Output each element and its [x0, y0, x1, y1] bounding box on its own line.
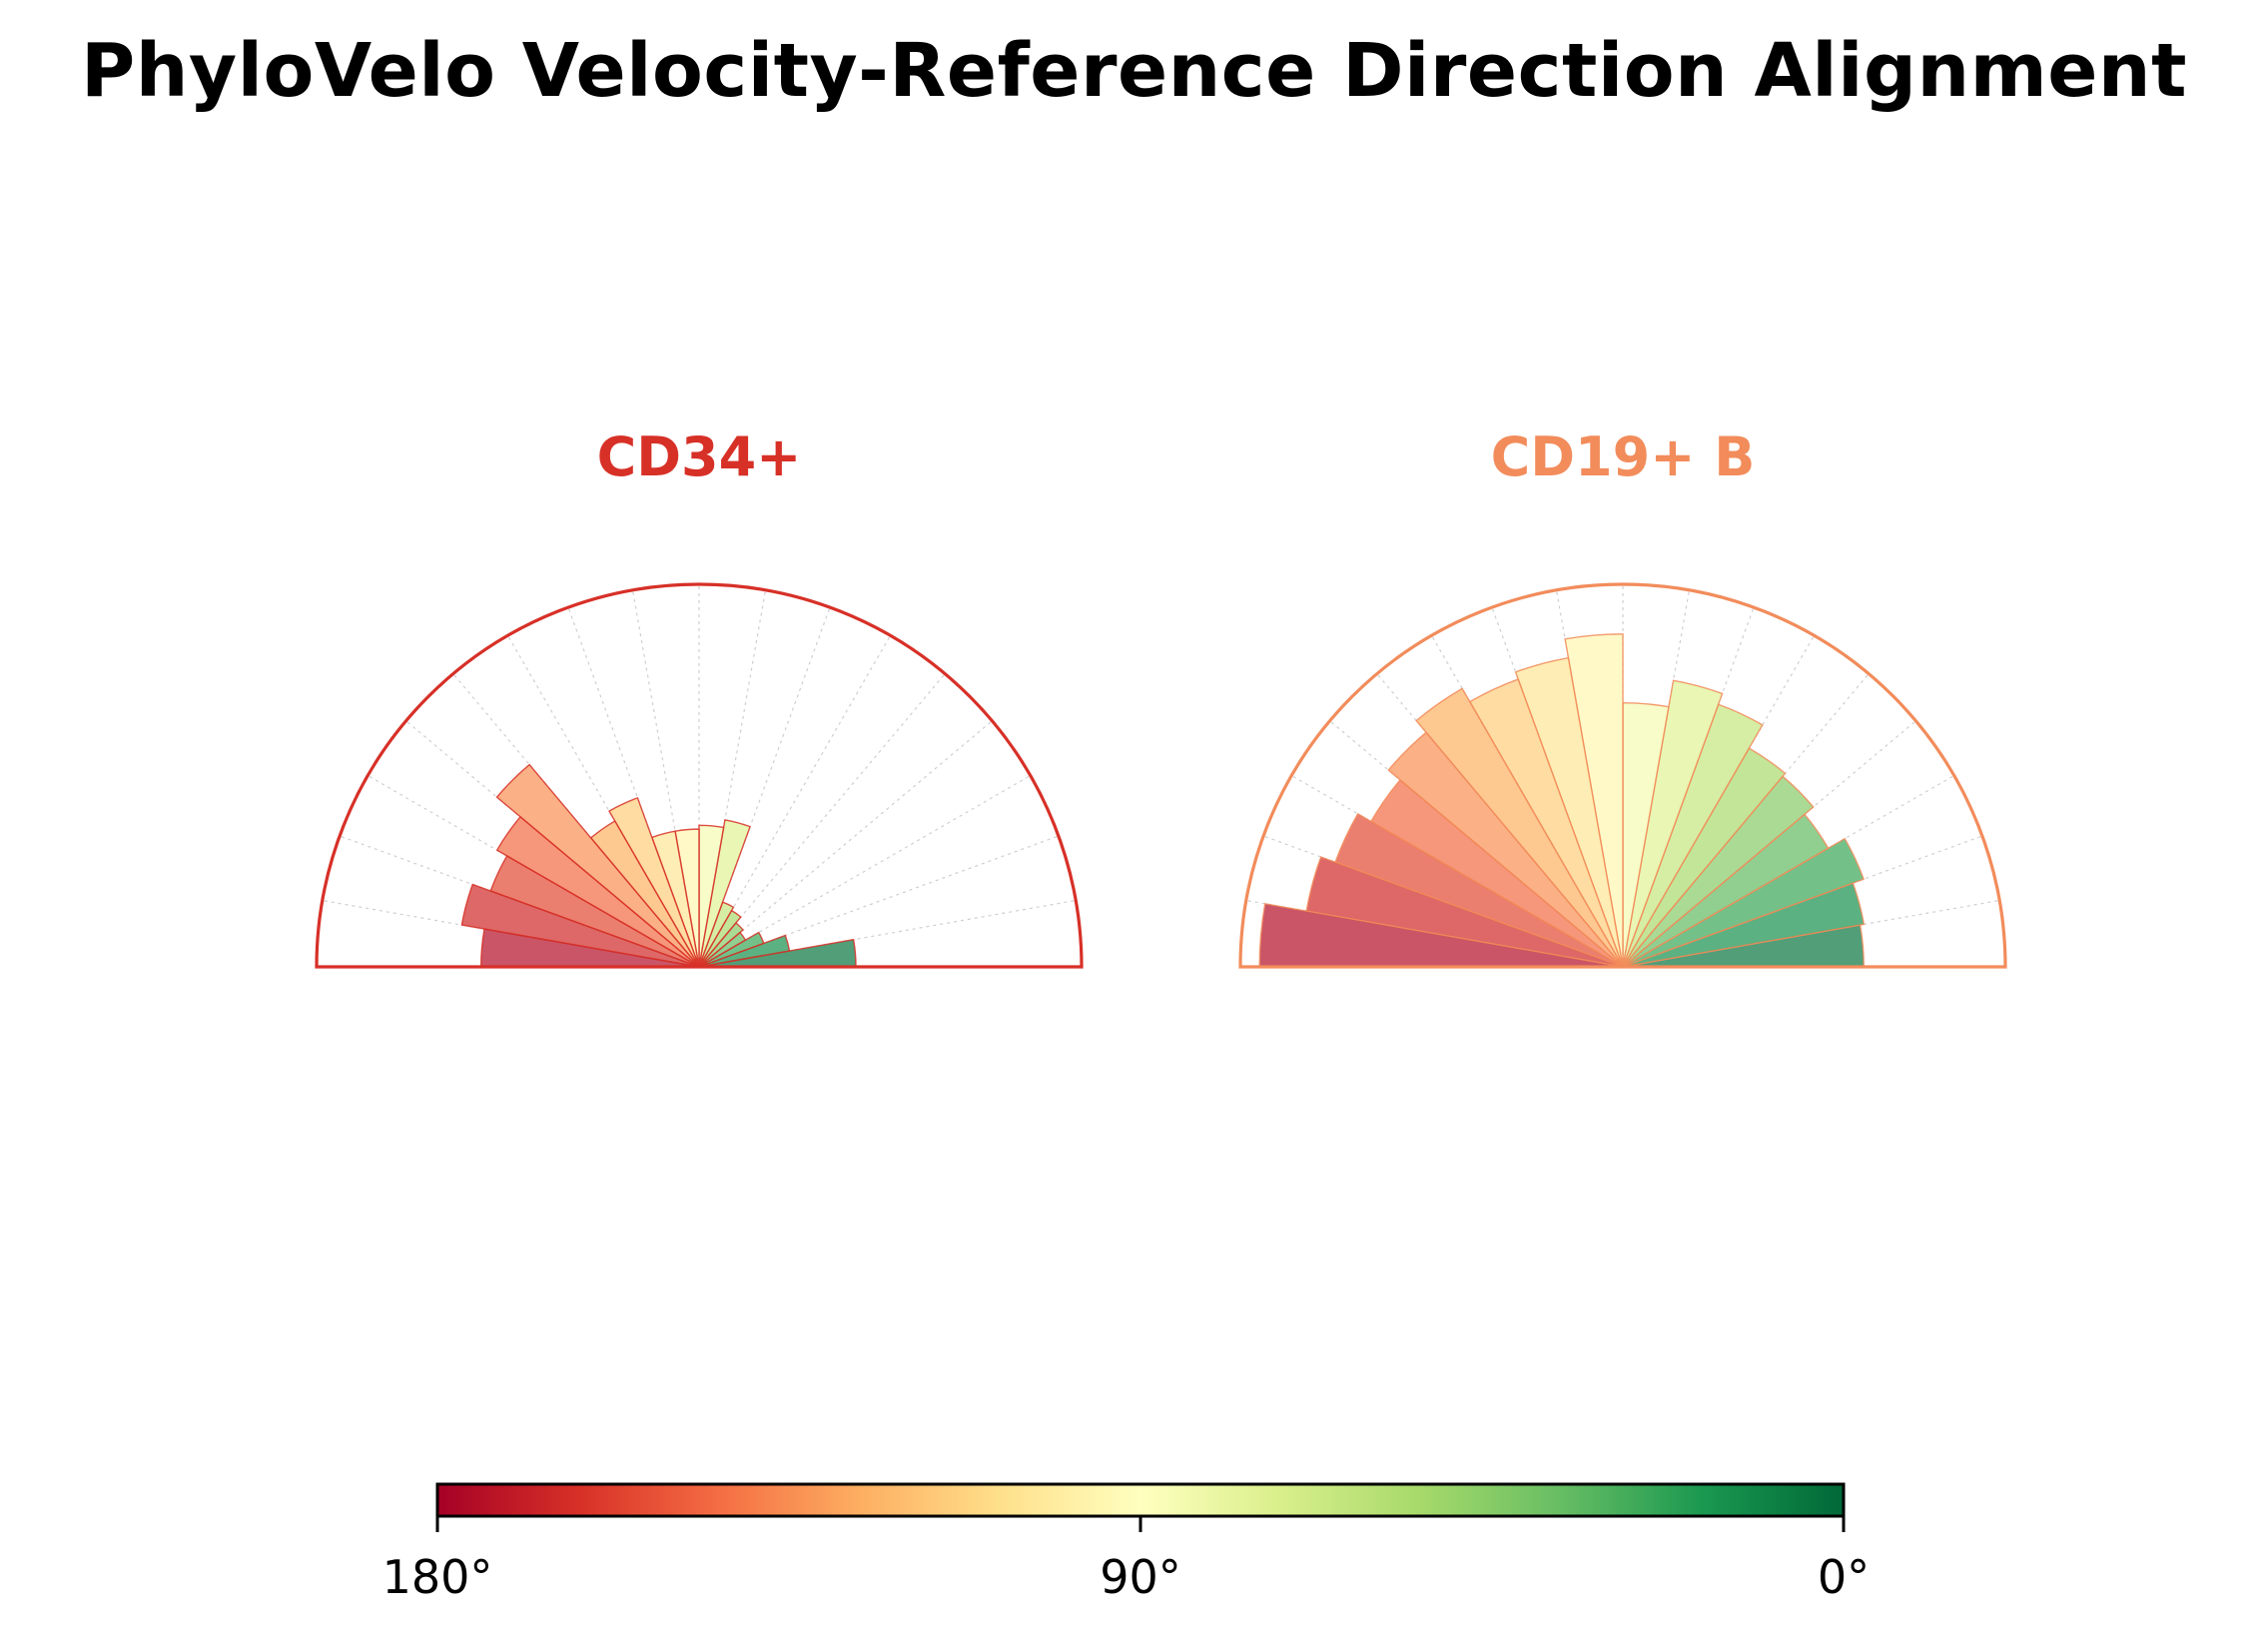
polar-bar — [495, 815, 700, 968]
polar-bar — [495, 763, 700, 968]
polar-panels: CD34+ CD19+ B — [315, 425, 2007, 969]
colorbar-tick-label: 0° — [1818, 1550, 1870, 1604]
polar-bar — [608, 796, 700, 968]
polar-bar — [1622, 679, 1724, 968]
polar-frame — [315, 582, 1084, 969]
colorbar-tick-label: 90° — [1100, 1550, 1181, 1604]
chart-title: PhyloVelo Velocity-Reference Direction A… — [80, 28, 2187, 114]
colorbar-tick-label: 180° — [382, 1550, 493, 1604]
polar-panel-1: CD34+ — [315, 425, 1084, 969]
grid-spoke — [698, 720, 993, 968]
polar-bar — [460, 883, 700, 968]
polar-bar — [1622, 837, 1866, 968]
polar-bar — [698, 824, 725, 968]
polar-bar — [1514, 656, 1624, 968]
polar-bar — [698, 819, 751, 968]
colorbar-bar — [435, 1482, 1846, 1518]
polar-frame — [1238, 582, 2007, 969]
polar-bar — [1415, 687, 1624, 968]
polar-panel-2: CD19+ B — [1238, 425, 2007, 969]
colorbar: 180° 90° 0° — [382, 1482, 1870, 1604]
polar-bar — [1387, 731, 1624, 968]
panel-title: CD34+ — [597, 425, 802, 488]
panel-title: CD19+ B — [1491, 425, 1756, 488]
